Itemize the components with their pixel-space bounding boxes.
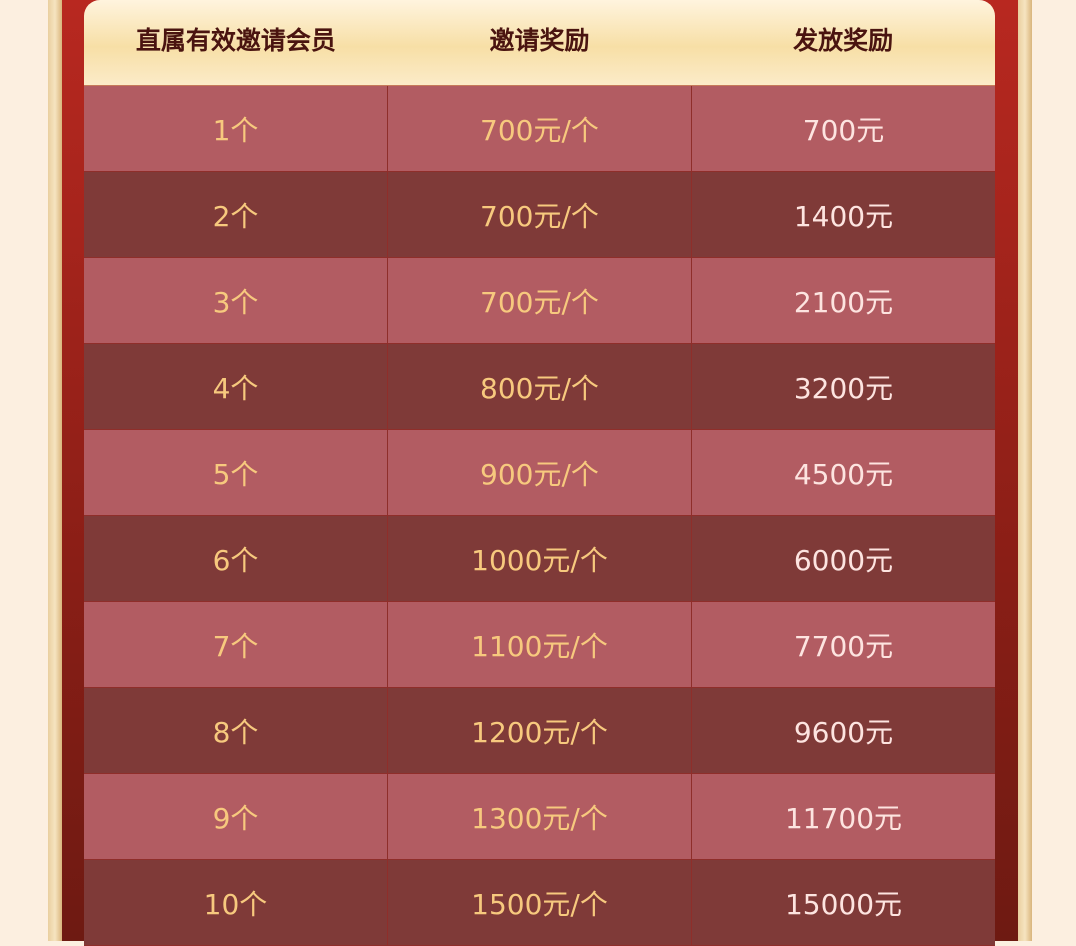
cell-payout: 4500元 xyxy=(793,457,894,491)
cell-members: 7个 xyxy=(84,602,388,687)
table-header: 直属有效邀请会员 邀请奖励 发放奖励 xyxy=(84,0,995,86)
cell-payout: 15000元 xyxy=(784,887,903,921)
cell-invite-reward: 1500元/个 xyxy=(388,860,692,945)
cell-payout: 2100元 xyxy=(793,285,894,319)
table-row: 2个 700元/个 1400元 xyxy=(84,172,995,258)
header-payout-reward: 发放奖励 xyxy=(793,25,894,55)
cell-payout: 11700元 xyxy=(784,801,903,835)
cell-members: 10个 xyxy=(84,860,388,945)
table-row: 4个 800元/个 3200元 xyxy=(84,344,995,430)
cell-payout: 3200元 xyxy=(793,371,894,405)
left-gold-border xyxy=(48,0,62,941)
cell-members: 8个 xyxy=(84,688,388,773)
reward-table: 直属有效邀请会员 邀请奖励 发放奖励 1个 700元/个 700元 2个 700元/个 1… xyxy=(84,0,995,946)
header-invited-members: 直属有效邀请会员 xyxy=(135,25,336,55)
cell-invite-reward: 1100元/个 xyxy=(388,602,692,687)
table-row: 8个 1200元/个 9600元 xyxy=(84,688,995,774)
cell-payout: 1400元 xyxy=(793,199,894,233)
cell-members: 1个 xyxy=(84,86,388,171)
cell-payout: 700元 xyxy=(802,113,885,147)
cell-payout: 6000元 xyxy=(793,543,894,577)
table-row: 10个 1500元/个 15000元 xyxy=(84,860,995,946)
cell-members: 9个 xyxy=(84,774,388,859)
cell-members: 5个 xyxy=(84,430,388,515)
table-body: 1个 700元/个 700元 2个 700元/个 1400元 3个 700元/个 2100元 4个… xyxy=(84,86,995,946)
table-row: 7个 1100元/个 7700元 xyxy=(84,602,995,688)
cell-invite-reward: 700元/个 xyxy=(388,172,692,257)
cell-invite-reward: 1000元/个 xyxy=(388,516,692,601)
cell-invite-reward: 800元/个 xyxy=(388,344,692,429)
header-invite-reward: 邀请奖励 xyxy=(489,25,590,55)
cell-invite-reward: 900元/个 xyxy=(388,430,692,515)
cell-members: 2个 xyxy=(84,172,388,257)
cell-invite-reward: 700元/个 xyxy=(388,86,692,171)
cell-invite-reward: 700元/个 xyxy=(388,258,692,343)
cell-payout: 9600元 xyxy=(793,715,894,749)
table-row: 9个 1300元/个 11700元 xyxy=(84,774,995,860)
right-gold-border xyxy=(1018,0,1032,941)
table-row: 3个 700元/个 2100元 xyxy=(84,258,995,344)
cell-members: 6个 xyxy=(84,516,388,601)
cell-invite-reward: 1300元/个 xyxy=(388,774,692,859)
table-row: 1个 700元/个 700元 xyxy=(84,86,995,172)
cell-invite-reward: 1200元/个 xyxy=(388,688,692,773)
cell-members: 4个 xyxy=(84,344,388,429)
table-row: 6个 1000元/个 6000元 xyxy=(84,516,995,602)
cell-members: 3个 xyxy=(84,258,388,343)
cell-payout: 7700元 xyxy=(793,629,894,663)
table-row: 5个 900元/个 4500元 xyxy=(84,430,995,516)
